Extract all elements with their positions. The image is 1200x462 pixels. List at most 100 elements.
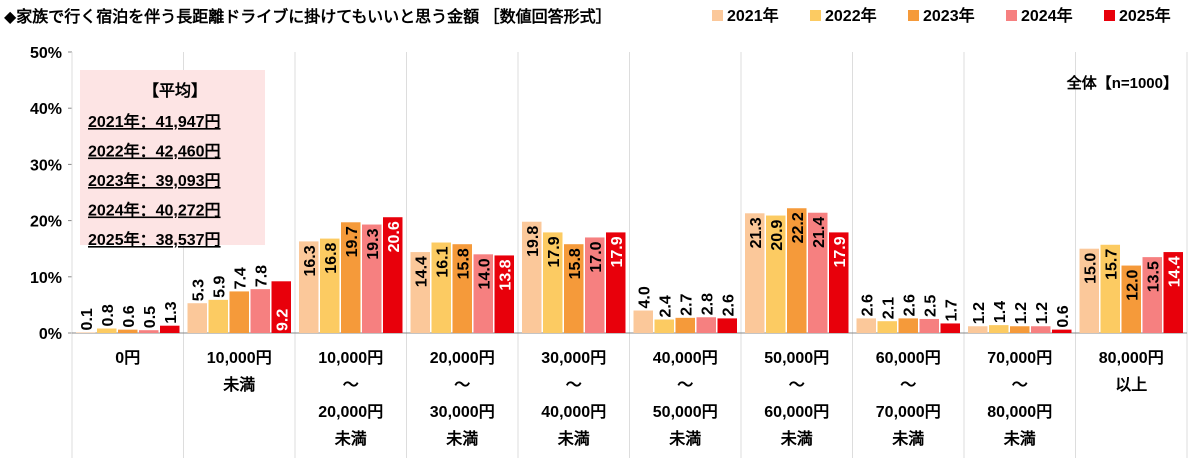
bar xyxy=(856,318,876,333)
average-value: 2022年：42,460円 xyxy=(88,142,221,161)
x-tick-label: ～ xyxy=(677,377,693,394)
data-label: 19.3 xyxy=(365,228,382,259)
bar xyxy=(139,330,159,333)
data-label: 17.9 xyxy=(832,236,849,267)
sample-size-label: 全体【n=1000】 xyxy=(1066,74,1178,92)
bar xyxy=(250,289,270,333)
bar xyxy=(919,318,939,333)
bar xyxy=(452,244,472,333)
legend-label: 2025年 xyxy=(1119,6,1171,25)
data-label: 0.6 xyxy=(121,305,138,327)
bar xyxy=(829,232,849,333)
bar xyxy=(1079,248,1099,333)
x-tick-label: 20,000円 xyxy=(430,349,495,367)
bar xyxy=(564,244,584,333)
y-tick-label: 10% xyxy=(30,270,62,287)
bar xyxy=(320,238,340,333)
x-tick-label: 70,000円 xyxy=(876,403,941,421)
bar xyxy=(271,281,291,333)
x-tick-label: 30,000円 xyxy=(541,349,606,367)
legend-swatch xyxy=(810,10,821,21)
legend-label: 2024年 xyxy=(1021,6,1073,25)
bar xyxy=(745,213,765,333)
x-tick-label: 未満 xyxy=(668,429,701,448)
legend-swatch xyxy=(712,10,723,21)
x-tick-label: 未満 xyxy=(1003,429,1036,448)
x-tick-label: ～ xyxy=(1012,377,1028,394)
data-label: 15.7 xyxy=(1103,249,1120,280)
bar xyxy=(187,303,207,333)
bar xyxy=(1052,329,1072,333)
bar xyxy=(299,241,319,333)
data-label: 14.4 xyxy=(1166,256,1183,287)
legend-swatch xyxy=(1006,10,1017,21)
bar xyxy=(989,325,1009,333)
data-label: 2.5 xyxy=(922,295,939,317)
x-tick-label: 10,000円 xyxy=(207,349,272,367)
data-label: 1.2 xyxy=(971,302,988,324)
bar xyxy=(1010,326,1030,333)
bar xyxy=(494,255,514,333)
x-tick-label: 60,000円 xyxy=(764,403,829,421)
data-label: 16.1 xyxy=(434,246,451,277)
data-label: 16.3 xyxy=(302,245,319,276)
x-tick-label: 20,000円 xyxy=(318,403,383,421)
x-tick-label: 10,000円 xyxy=(318,349,383,367)
y-tick-label: 50% xyxy=(30,45,62,62)
bar xyxy=(606,232,626,333)
average-heading: 【平均】 xyxy=(143,81,207,100)
data-label: 0.1 xyxy=(79,308,96,330)
data-label: 0.8 xyxy=(100,304,117,326)
bar xyxy=(717,318,737,333)
x-tick-label: 80,000円 xyxy=(987,403,1052,421)
data-label: 2.1 xyxy=(880,297,897,319)
data-label: 9.2 xyxy=(274,309,291,331)
x-tick-label: 60,000円 xyxy=(876,349,941,367)
bar xyxy=(940,323,960,333)
data-label: 2.6 xyxy=(859,294,876,316)
bar xyxy=(633,310,653,333)
bar xyxy=(1142,257,1162,333)
data-label: 2.6 xyxy=(901,294,918,316)
data-label: 15.0 xyxy=(1082,253,1099,284)
x-tick-label: 未満 xyxy=(557,429,590,448)
bar xyxy=(410,252,430,333)
bar xyxy=(654,319,674,333)
bar xyxy=(968,326,988,333)
data-label: 12.0 xyxy=(1124,269,1141,300)
x-tick-label: 未満 xyxy=(334,429,367,448)
data-label: 1.7 xyxy=(943,299,960,321)
bar xyxy=(431,242,451,333)
y-tick-label: 40% xyxy=(30,101,62,118)
legend-label: 2021年 xyxy=(727,6,779,25)
data-label: 14.0 xyxy=(476,258,493,289)
data-label: 14.4 xyxy=(413,256,430,287)
y-tick-label: 20% xyxy=(30,214,62,231)
data-label: 2.4 xyxy=(657,295,674,317)
average-value: 2024年：40,272円 xyxy=(88,201,221,220)
x-tick-label: 30,000円 xyxy=(430,403,495,421)
data-label: 1.2 xyxy=(1013,302,1030,324)
average-value: 2023年：39,093円 xyxy=(88,171,221,190)
data-label: 17.0 xyxy=(588,241,605,272)
bar xyxy=(229,291,249,333)
x-tick-label: ～ xyxy=(343,377,359,394)
x-tick-label: ～ xyxy=(454,377,470,394)
data-label: 19.7 xyxy=(344,226,361,257)
x-tick-label: ～ xyxy=(566,377,582,394)
legend-swatch xyxy=(1104,10,1115,21)
bar xyxy=(898,318,918,333)
y-tick-label: 0% xyxy=(39,326,62,343)
x-tick-label: 70,000円 xyxy=(987,349,1052,367)
data-label: 22.2 xyxy=(790,212,807,243)
x-tick-label: 80,000円 xyxy=(1099,349,1164,367)
data-label: 15.8 xyxy=(567,248,584,279)
bar xyxy=(696,317,716,333)
bar xyxy=(383,217,403,333)
bar xyxy=(543,232,563,333)
bar xyxy=(1100,244,1120,333)
y-tick-label: 30% xyxy=(30,157,62,174)
x-tick-label: 40,000円 xyxy=(541,403,606,421)
legend-label: 2023年 xyxy=(923,6,975,25)
